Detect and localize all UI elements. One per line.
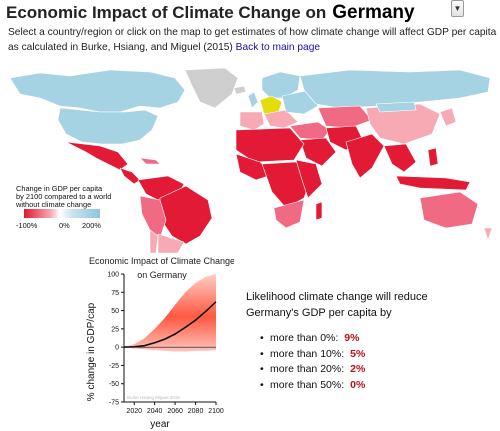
country-canada-alaska[interactable] <box>9 69 186 113</box>
country-turkey-middle-east[interactable] <box>289 121 331 141</box>
country-southern-africa[interactable] <box>273 199 305 229</box>
country-madagascar[interactable] <box>315 201 323 221</box>
description: Select a country/region or click on the … <box>8 25 498 55</box>
legend-line-2: by 2100 compared to a world <box>16 192 112 202</box>
description-text: Select a country/region or click on the … <box>8 27 497 53</box>
country-caribbean[interactable] <box>139 157 161 165</box>
country-uk[interactable] <box>247 91 259 109</box>
title-text: Economic Impact of Climate Change on <box>6 3 327 22</box>
x-tick-label: 2020 <box>126 408 142 415</box>
likelihood-panel: Likelihood climate change will reduce Ge… <box>246 289 456 393</box>
country-germany[interactable] <box>259 95 283 115</box>
legend-line-1: Change in GDP per capita <box>16 184 103 193</box>
likelihood-item: more than 0%: 9% <box>260 331 456 347</box>
country-russia[interactable] <box>299 69 491 109</box>
likelihood-value: 5% <box>350 347 366 360</box>
country-select-dropdown[interactable]: ▼ <box>451 0 464 17</box>
map-legend: Change in GDP per capita by 2100 compare… <box>16 184 112 229</box>
page-title: Economic Impact of Climate Change on Germ… <box>6 2 415 24</box>
gdp-impact-chart: Economic Impact of Climate Change on Ger… <box>86 256 234 430</box>
country-central-africa[interactable] <box>261 161 313 209</box>
legend-line-3: without climate change <box>16 200 92 210</box>
country-philippines[interactable] <box>427 147 439 167</box>
country-north-africa[interactable] <box>235 127 305 163</box>
country-central-asia[interactable] <box>317 105 373 129</box>
country-italy-balkans[interactable] <box>263 109 299 129</box>
likelihood-item: more than 20%: 2% <box>260 362 456 378</box>
country-central-america[interactable] <box>119 167 141 185</box>
likelihood-value: 9% <box>344 332 360 344</box>
country-indonesia[interactable] <box>395 175 471 191</box>
selected-country-title: Germany <box>332 2 415 23</box>
country-china[interactable] <box>365 103 441 145</box>
legend-tick-zero: 0% <box>59 221 70 230</box>
likelihood-label: more than 10%: <box>270 347 345 360</box>
y-tick-label: 50 <box>111 308 119 315</box>
chart-title-line-2: on Germany <box>137 270 187 280</box>
uncertainty-band <box>124 274 216 352</box>
country-korea-japan[interactable] <box>439 107 457 127</box>
chart-title-line-1: Economic Impact of Climate Change <box>89 256 234 266</box>
country-australia[interactable] <box>419 191 479 229</box>
country-chile[interactable] <box>149 229 159 253</box>
likelihood-label: more than 0%: <box>270 332 339 344</box>
likelihood-item: more than 10%: 5% <box>260 347 456 363</box>
likelihood-label: more than 20%: <box>270 363 345 375</box>
country-india[interactable] <box>345 133 385 179</box>
country-southeast-asia[interactable] <box>383 143 417 173</box>
series-line <box>123 301 217 348</box>
country-brazil[interactable] <box>159 185 213 245</box>
country-west-africa[interactable] <box>235 153 275 181</box>
country-east-africa[interactable] <box>295 159 323 199</box>
y-tick-label: 100 <box>107 272 119 279</box>
chart-watermark: Burke Hsiang Miguel 2015 <box>127 395 180 400</box>
back-to-main-link[interactable]: Back to main page <box>235 42 321 53</box>
likelihood-item: more than 50%: 0% <box>260 378 456 394</box>
y-tick-label: -75 <box>109 400 119 407</box>
y-axis-label: % change in GDP/cap <box>86 302 97 401</box>
x-tick-label: 2060 <box>167 408 183 415</box>
chevron-down-icon: ▼ <box>453 4 462 13</box>
x-tick-label: 2040 <box>147 408 163 415</box>
country-new-zealand[interactable] <box>483 227 493 241</box>
x-tick-label: 2080 <box>188 408 204 415</box>
legend-tick-max: 200% <box>82 221 101 230</box>
likelihood-value: 0% <box>350 378 366 391</box>
likelihood-list: more than 0%: 9% more than 10%: 5% more th… <box>260 331 456 393</box>
country-usa[interactable] <box>57 107 159 145</box>
country-iceland[interactable] <box>233 85 247 95</box>
likelihood-value: 2% <box>350 363 366 375</box>
legend-color-scale <box>24 209 100 218</box>
y-tick-label: 75 <box>111 290 119 297</box>
likelihood-label: more than 50%: <box>270 378 345 391</box>
country-arabia[interactable] <box>299 137 337 167</box>
y-tick-label: -25 <box>109 363 119 370</box>
country-argentina[interactable] <box>157 233 185 253</box>
world-choropleth-map[interactable] <box>0 68 500 253</box>
country-mongolia[interactable] <box>375 101 417 113</box>
country-france-iberia[interactable] <box>239 111 265 131</box>
country-mexico[interactable] <box>65 141 129 171</box>
legend-tick-min: -100% <box>16 221 38 230</box>
y-tick-label: 25 <box>111 326 119 333</box>
x-axis-label: year <box>150 419 170 430</box>
y-tick-label: -50 <box>109 381 119 388</box>
y-tick-label: 0 <box>115 345 119 352</box>
likelihood-heading: Likelihood climate change will reduce Ge… <box>246 291 428 319</box>
country-greenland[interactable] <box>184 68 239 109</box>
x-tick-label: 2100 <box>208 408 224 415</box>
